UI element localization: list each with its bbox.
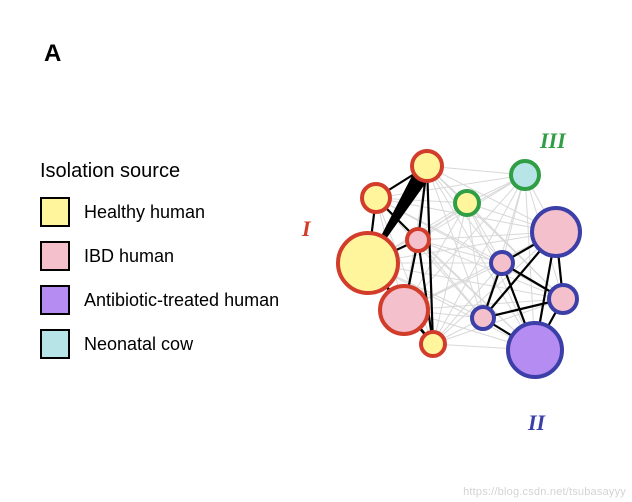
- legend-label: IBD human: [84, 246, 174, 267]
- legend-swatch: [40, 285, 70, 315]
- cluster-label-I: I: [302, 216, 311, 242]
- network-node: [511, 161, 539, 189]
- network-node: [362, 184, 390, 212]
- legend-items: Healthy human IBD human Antibiotic-treated…: [40, 197, 279, 359]
- network-node: [472, 307, 494, 329]
- legend-row: Healthy human: [40, 197, 279, 227]
- network-node: [549, 285, 577, 313]
- legend: Isolation source Healthy human IBD human A…: [40, 160, 279, 373]
- network-node: [421, 332, 445, 356]
- legend-row: IBD human: [40, 241, 279, 271]
- legend-row: Antibiotic-treated human: [40, 285, 279, 315]
- network-node: [380, 286, 428, 334]
- network-diagram: [300, 118, 610, 428]
- legend-label: Antibiotic-treated human: [84, 290, 279, 311]
- legend-row: Neonatal cow: [40, 329, 279, 359]
- legend-swatch: [40, 241, 70, 271]
- legend-label: Healthy human: [84, 202, 205, 223]
- network-node: [412, 151, 442, 181]
- legend-swatch: [40, 197, 70, 227]
- panel-label: A: [44, 40, 61, 68]
- network-node: [491, 252, 513, 274]
- legend-swatch: [40, 329, 70, 359]
- network-node: [508, 323, 562, 377]
- legend-label: Neonatal cow: [84, 334, 193, 355]
- cluster-label-II: II: [528, 410, 545, 436]
- legend-title: Isolation source: [40, 160, 279, 183]
- network-node: [532, 208, 580, 256]
- network-node: [455, 191, 479, 215]
- network-node: [407, 229, 429, 251]
- cluster-label-III: III: [540, 128, 566, 154]
- network-node: [338, 233, 398, 293]
- watermark: https://blog.csdn.net/tsubasayyy: [463, 486, 626, 498]
